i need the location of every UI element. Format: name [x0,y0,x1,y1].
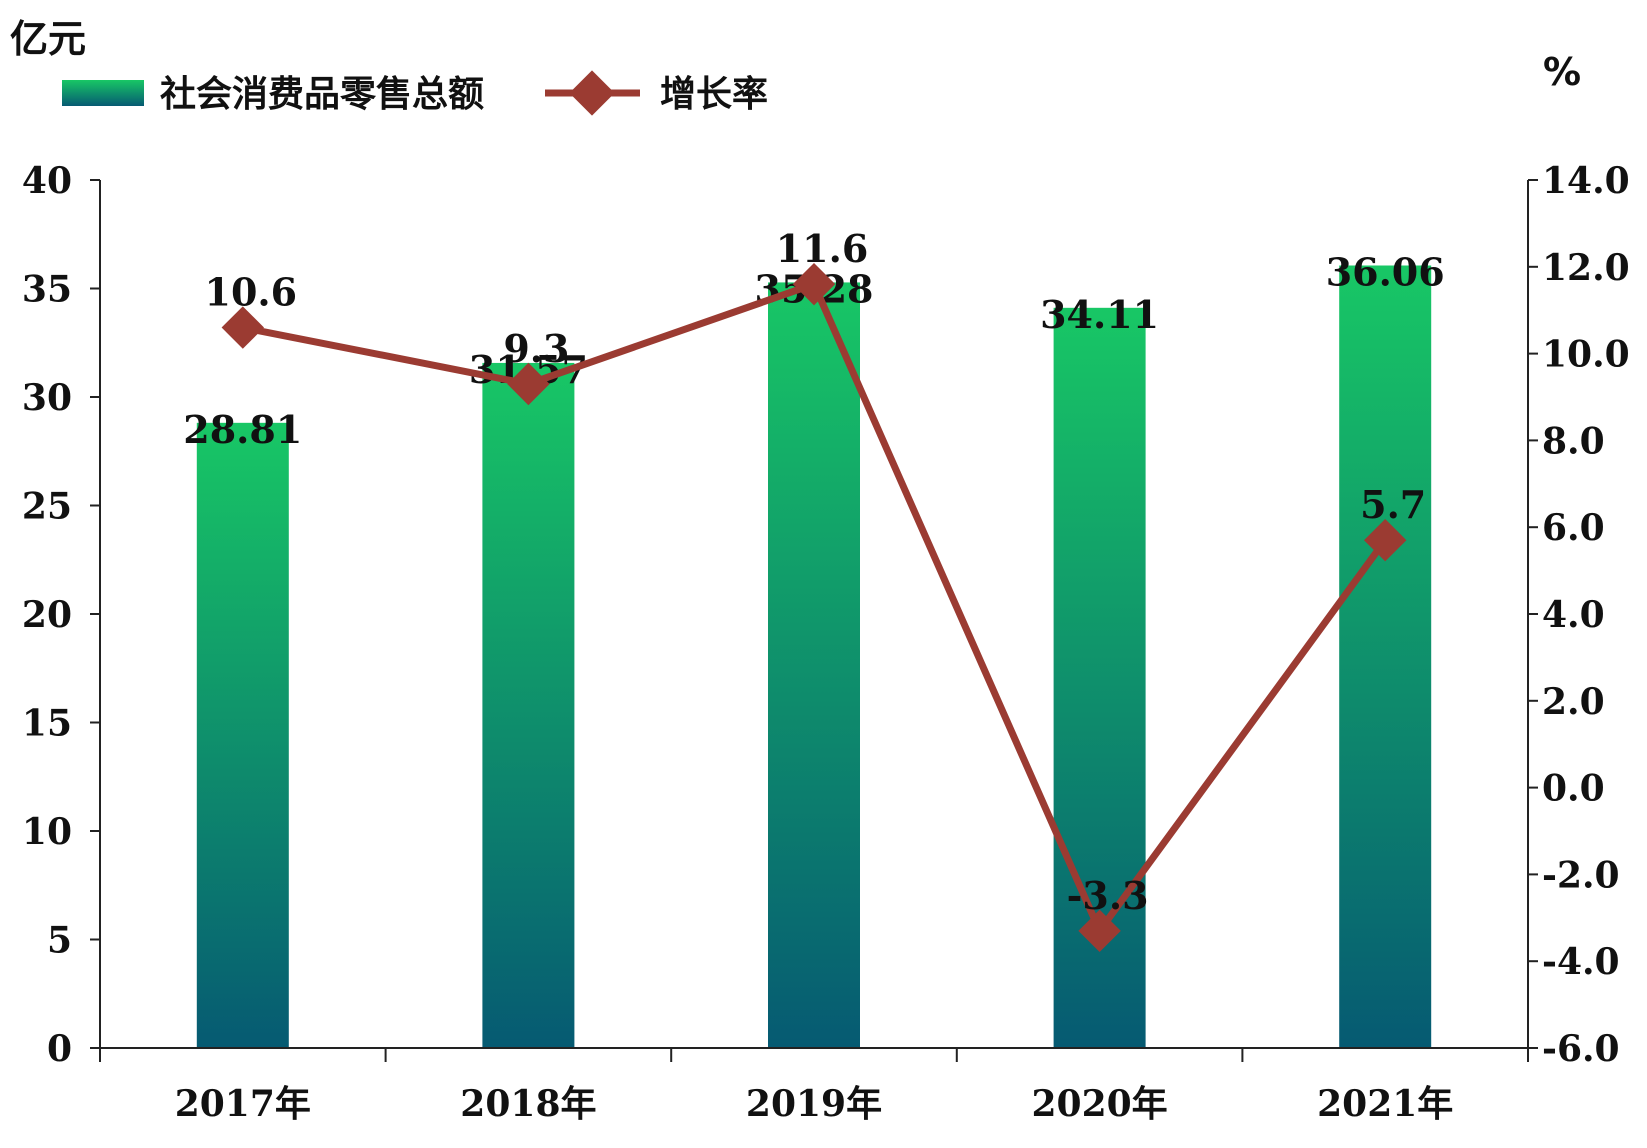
legend-line-label: 增长率 [660,74,768,115]
bar-4 [1339,265,1432,1048]
bar-label-4: 36.06 [1326,249,1445,294]
growth-label-4: 5.7 [1360,482,1426,527]
x-tick-label-2: 2019年 [746,1083,882,1125]
growth-marker-3 [1078,909,1121,953]
growth-marker-0 [221,306,265,349]
left-tick-label-5: 25 [22,486,72,528]
legend: 社会消费品零售总额 增长率 [62,70,768,116]
bar-label-0: 28.81 [183,407,302,452]
growth-label-0: 10.6 [205,270,298,315]
left-tick-label-3: 15 [22,703,72,745]
x-tick-label-0: 2017年 [175,1083,311,1125]
bar-1 [482,362,575,1048]
right-tick-label-7: 8.0 [1542,420,1605,462]
left-tick-label-4: 20 [22,594,72,636]
right-tick-label-2: -2.0 [1542,854,1620,896]
right-tick-label-8: 10.0 [1542,334,1630,376]
x-tick-label-4: 2021年 [1317,1083,1453,1125]
growth-label-1: 9.3 [503,326,569,371]
left-tick-label-1: 5 [47,920,72,962]
x-tick-label-1: 2018年 [460,1083,596,1125]
legend-line-marker [569,70,615,116]
legend-bar-label: 社会消费品零售总额 [160,74,484,115]
plot-area: 0 5 10 15 20 25 30 35 40 -6.0 -4.0 -2.0 0.0 2.0 4.0 6.0… [22,160,1630,1125]
right-axis-unit: % [1543,50,1581,94]
bar-label-3: 34.11 [1040,292,1159,337]
bar-0 [196,422,289,1048]
right-tick-label-1: -4.0 [1542,941,1620,983]
left-tick-label-6: 30 [22,377,72,419]
growth-label-3: -3.3 [1067,873,1149,918]
x-tick-label-3: 2020年 [1031,1083,1167,1125]
right-tick-label-10: 14.0 [1542,160,1630,202]
growth-marker-4 [1363,519,1407,562]
left-tick-label-2: 10 [22,811,72,853]
legend-bar-swatch [62,80,144,106]
right-tick-label-3: 0.0 [1542,768,1605,810]
right-tick-label-4: 2.0 [1542,681,1605,723]
right-tick-label-9: 12.0 [1542,247,1630,289]
left-tick-label-7: 35 [22,269,72,311]
left-tick-label-0: 0 [47,1028,72,1070]
growth-label-2: 11.6 [776,226,869,271]
bar-2 [768,282,860,1048]
right-tick-label-5: 4.0 [1542,594,1605,636]
right-tick-label-6: 6.0 [1542,507,1605,549]
left-tick-label-8: 40 [22,160,72,202]
right-tick-label-0: -6.0 [1542,1028,1620,1070]
left-axis-unit: 亿元 [10,17,86,61]
